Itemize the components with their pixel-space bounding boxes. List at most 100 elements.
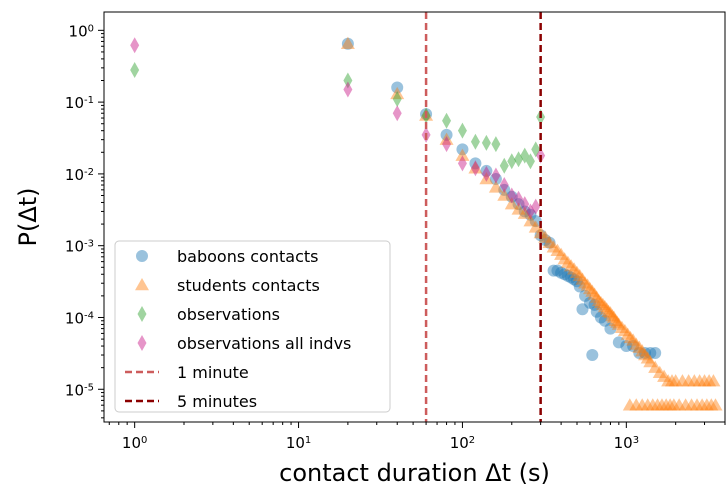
series-0 (341, 37, 662, 362)
data-point (469, 157, 482, 170)
data-point (606, 310, 621, 323)
data-point (564, 259, 579, 272)
data-point (455, 148, 470, 161)
data-point (340, 36, 355, 50)
data-point (708, 398, 723, 411)
data-point (684, 398, 699, 411)
data-point (499, 157, 509, 174)
data-point (442, 112, 452, 129)
data-point (650, 398, 665, 411)
data-point (579, 289, 592, 302)
data-point (657, 369, 672, 382)
data-point (608, 313, 623, 327)
data-point (392, 91, 402, 108)
data-point (507, 187, 517, 204)
data-point (629, 398, 644, 411)
data-point (659, 398, 674, 411)
tick-label: 102 (450, 434, 475, 452)
data-point (672, 398, 687, 411)
data-point (550, 243, 565, 257)
legend-label: observations all indvs (177, 334, 351, 353)
data-point (706, 374, 721, 387)
data-point (702, 374, 717, 387)
legend-marker (137, 335, 147, 351)
data-point (551, 264, 564, 277)
data-point (497, 188, 512, 201)
data-point (539, 234, 552, 247)
data-point (578, 276, 593, 289)
data-point (456, 143, 469, 156)
data-point (391, 81, 404, 94)
data-point (629, 337, 644, 350)
data-point (528, 220, 543, 233)
data-point (583, 296, 596, 309)
data-point (491, 136, 501, 153)
data-point (704, 398, 719, 411)
data-point (666, 398, 681, 411)
data-point (512, 198, 525, 211)
legend: baboons contacts students contacts observa… (114, 240, 391, 413)
data-point (529, 215, 542, 228)
data-point (643, 354, 658, 368)
data-point (632, 340, 647, 353)
data-point (568, 273, 581, 286)
data-point (524, 208, 537, 221)
data-point (457, 155, 467, 172)
data-point (457, 122, 467, 139)
legend-label: 5 minutes (177, 392, 257, 411)
data-point (635, 344, 650, 357)
data-point (525, 203, 535, 220)
data-point (678, 398, 693, 411)
data-point (652, 365, 667, 378)
legend-marker (136, 250, 148, 262)
x-axis-label: contact duration Δt (s) (279, 459, 550, 487)
data-point (442, 136, 452, 153)
data-point (690, 398, 705, 411)
data-point (543, 236, 556, 249)
data-point (554, 247, 569, 260)
data-point (470, 160, 480, 177)
series-3 (130, 37, 546, 220)
data-point (661, 374, 676, 387)
legend-label: observations (177, 305, 280, 324)
data-point (635, 398, 650, 411)
plot-area (130, 12, 723, 422)
data-point (687, 374, 702, 387)
data-point (569, 265, 584, 278)
legend-marker (137, 306, 147, 322)
data-point (587, 287, 602, 300)
data-point (580, 278, 595, 291)
data-point (557, 252, 572, 265)
data-point (439, 132, 454, 145)
data-point (531, 141, 541, 158)
data-point (520, 196, 530, 213)
data-point (546, 240, 561, 253)
data-point (481, 165, 491, 182)
data-point (542, 235, 557, 248)
data-point (627, 340, 640, 353)
data-point (603, 306, 618, 319)
data-point (531, 198, 541, 215)
legend-label: baboons contacts (177, 247, 318, 266)
legend-marker (135, 278, 149, 291)
data-point (538, 230, 553, 243)
tick-label: 10-1 (65, 94, 94, 112)
data-point (610, 315, 625, 328)
data-point (582, 281, 597, 295)
data-point (599, 302, 614, 315)
data-point (590, 305, 603, 318)
data-point (343, 72, 353, 89)
data-point (640, 398, 655, 411)
data-point (585, 284, 600, 297)
data-point (489, 172, 502, 185)
data-point (514, 151, 524, 168)
data-point (518, 205, 531, 218)
data-point (392, 105, 402, 122)
data-point (695, 398, 710, 411)
data-point (390, 86, 405, 100)
data-point (601, 304, 616, 318)
series-1 (340, 36, 723, 411)
data-point (555, 266, 568, 279)
data-point (605, 308, 620, 322)
